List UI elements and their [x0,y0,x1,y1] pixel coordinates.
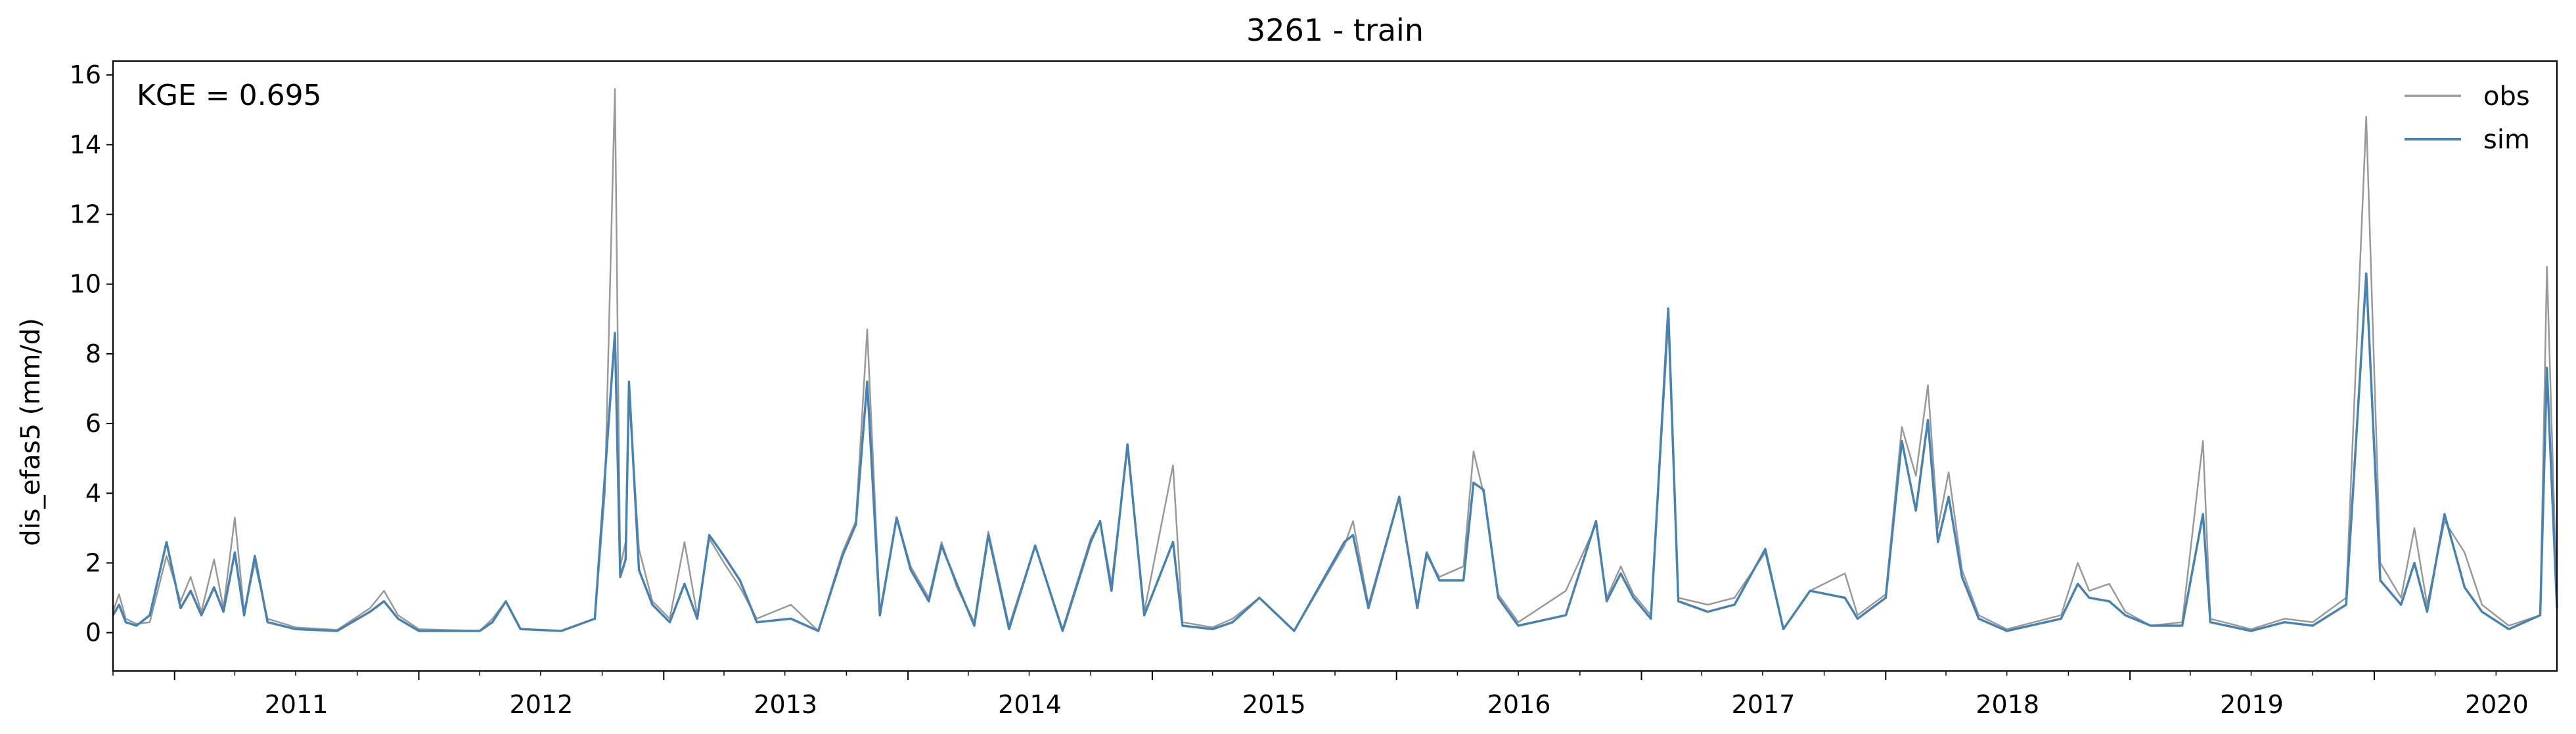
y-axis: 0 2 4 6 8 10 12 14 16 [70,60,113,647]
chart-title: 3261 - train [1246,12,1424,48]
x-tick-label: 2016 [1487,690,1551,719]
y-tick-label: 4 [85,479,101,507]
series-layer [112,88,2558,632]
x-tick-label: 2019 [2220,690,2284,719]
y-tick-label: 8 [85,339,101,368]
legend: obs sim [2405,81,2530,155]
kge-annotation: KGE = 0.695 [137,79,322,112]
series-sim-line [112,272,2558,632]
x-tick-label: 2012 [510,690,574,719]
x-tick-label: 2020 [2465,690,2529,719]
y-tick-label: 2 [85,548,101,577]
y-tick-label: 0 [85,618,101,647]
y-tick-label: 12 [70,200,101,229]
y-tick-label: 6 [85,409,101,438]
x-tick-label: 2013 [754,690,817,719]
x-tick-label: 2017 [1732,690,1796,719]
plot-area [112,60,2558,672]
legend-sim-label: sim [2483,125,2530,155]
legend-obs-label: obs [2483,81,2530,112]
y-tick-label: 16 [70,60,101,89]
y-tick-label: 14 [70,130,101,159]
y-tick-label: 10 [70,270,101,299]
y-axis-label: dis_efas5 (mm/d) [16,318,46,546]
x-tick-label: 2018 [1976,690,2039,719]
series-obs-line [112,88,2558,632]
x-axis: 2011 2012 2013 2014 2015 2016 2017 2018 2019 2020 [112,671,2529,719]
x-tick-label: 2011 [265,690,328,719]
x-tick-label: 2015 [1242,690,1306,719]
x-tick-label: 2014 [998,690,1062,719]
